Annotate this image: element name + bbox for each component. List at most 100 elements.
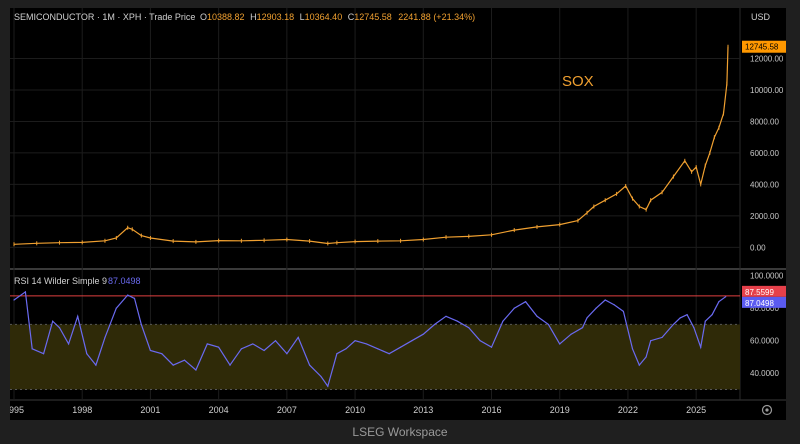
rsi-point [536,315,538,317]
rsi-point [388,353,390,355]
time-tick-label: 2004 [209,405,229,415]
price-tick-label: 12000.00 [750,54,784,63]
rsi-point [240,348,242,350]
rsi-point [672,323,675,326]
high-label: H [250,12,257,22]
rsi-point [490,346,493,348]
rsi-point [336,353,338,355]
rsi-band-layer [10,295,740,390]
symbol-line: SEMICONDUCTOR · 1M · XPH · Trade Price [14,12,195,22]
rsi-point [24,291,26,293]
rsi-point [718,301,720,303]
time-tick-label: 2013 [413,405,433,415]
open-value: 10388.82 [207,12,245,22]
rsi-point [95,364,97,366]
rsi-point [345,348,347,350]
rsi-point [309,364,311,366]
settings-gear-icon[interactable] [761,404,773,416]
rsi-tick-label: 40.0000 [750,369,779,378]
price-tick-label: 2000.00 [750,212,779,221]
rsi-point [42,353,45,355]
rsi-point [161,353,163,355]
rsi-point [693,327,695,329]
price-last-tag-bg [742,40,786,53]
rsi-point [195,369,197,371]
rsi-point [252,343,254,345]
currency-label[interactable]: USD [751,12,771,22]
footer-brand: LSEG Workspace [352,425,448,439]
time-tick-label: 2007 [277,405,297,415]
rsi-point [559,343,561,345]
price-last-tag: 12745.58 [745,43,779,52]
rsi-point [604,299,606,301]
rsi-point [704,320,706,322]
price-tick-label: 8000.00 [750,117,779,126]
rsi-point [434,323,436,326]
rsi-series [13,290,727,388]
price-line [13,46,729,245]
rsi-point [218,346,220,348]
rsi-point [711,314,713,316]
chart-area: 12000.00 10000.00 8000.00 6000.00 4000.00 200… [10,8,786,420]
rsi-point [468,327,470,329]
rsi-point [274,340,277,342]
time-tick-label: 2001 [140,405,160,415]
time-tick-label: 1995 [10,405,24,415]
time-tick-label: 2022 [618,405,638,415]
rsi-point [297,336,299,339]
rsi-point [586,317,588,319]
price-series [13,44,729,247]
time-tick-label: 2019 [550,405,570,415]
rsi-point [456,320,459,322]
rsi-tick-label: 100.0000 [750,272,784,281]
sox-annotation: SOX [562,73,594,90]
rsi-last-tag: 87.0498 [745,299,774,308]
axis-layer: 12000.00 10000.00 8000.00 6000.00 4000.00 200… [10,40,786,415]
rsi-point [149,349,152,352]
rsi-point [479,340,481,342]
rsi-point [354,340,356,342]
rsi-point [570,333,572,335]
rsi-point [502,320,504,322]
rsi-point [52,320,54,322]
time-tick-label: 1998 [72,405,92,415]
rsi-point [86,353,88,355]
rsi-point [31,348,33,350]
rsi-point [286,353,288,355]
low-label: L [300,12,305,22]
rsi-tick-label: 80.0000 [750,304,779,313]
rsi-point [581,327,584,329]
rsi-current-value: 87.0498 [108,276,141,286]
time-tick-label: 2025 [686,405,706,415]
rsi-point [133,297,136,299]
rsi-point [399,346,402,348]
rsi-point [661,336,663,339]
rsi-tick-label: 60.0000 [750,337,779,346]
rsi-band-fill [10,324,740,390]
time-tick-label: 2010 [345,405,365,415]
rsi-point [631,348,634,350]
rsi-point [58,327,61,329]
rsi-point [377,348,379,350]
price-tick-label: 6000.00 [750,149,779,158]
ohlc-readout: O10388.82 H12903.18 L10364.40 C12745.58 … [200,12,475,22]
rsi-point [622,310,625,313]
rsi-line [13,290,727,388]
rsi-point [365,343,368,345]
rsi-point [686,314,688,316]
rsi-point [700,346,702,348]
chart-svg: 12000.00 10000.00 8000.00 6000.00 4000.00 200… [10,8,786,420]
close-label: C [348,12,355,22]
rsi-point [263,349,265,352]
rsi-point [422,333,424,335]
rsi-point [725,296,727,298]
rsi-point [445,315,447,317]
close-value: 12745.58 [354,12,392,22]
rsi-point [127,294,129,296]
rsi-point [115,307,117,309]
rsi-point [513,307,515,309]
time-tick-label: 2016 [482,405,502,415]
rsi-point [327,385,329,387]
rsi-point [679,317,681,319]
rsi-point [77,315,79,317]
